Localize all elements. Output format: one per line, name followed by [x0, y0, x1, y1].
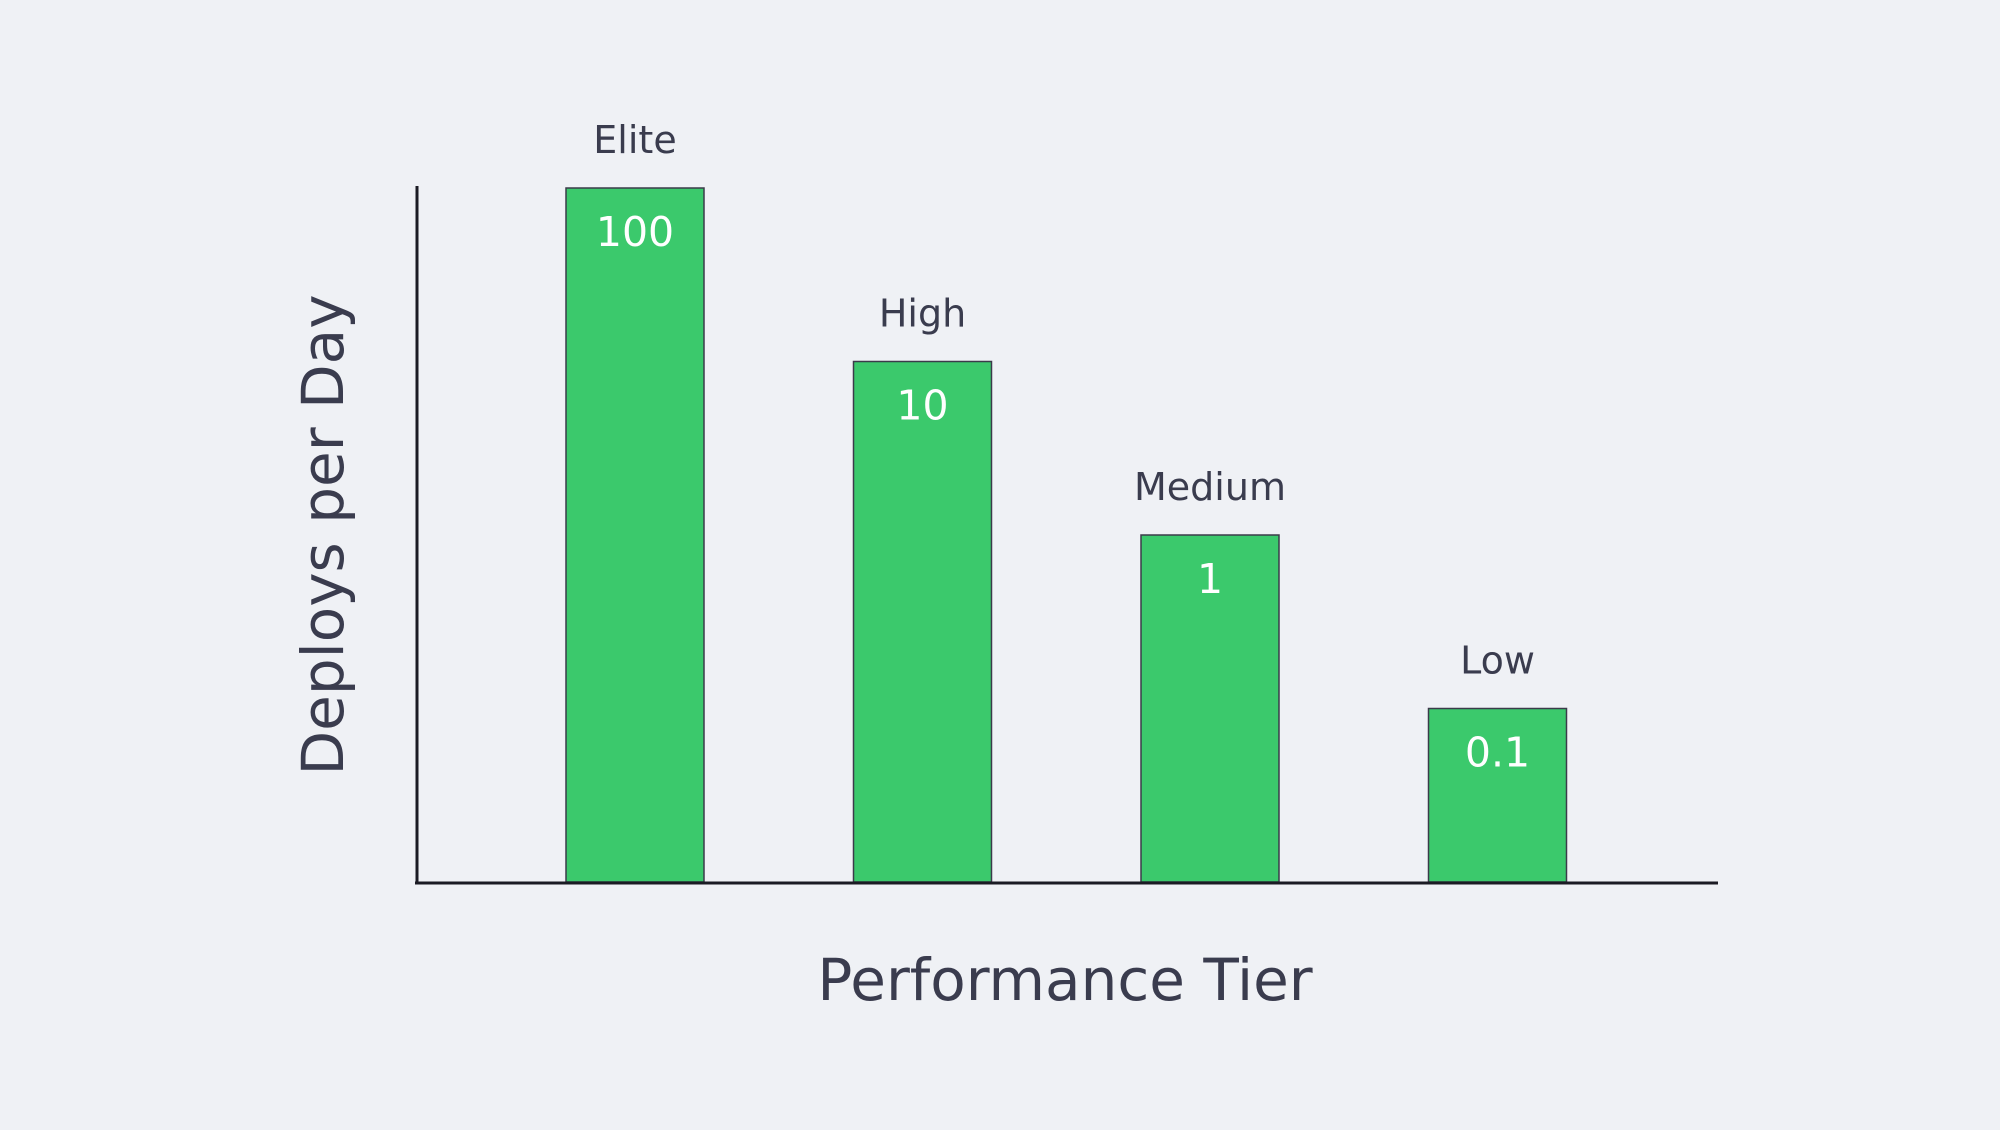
- category-label-elite: Elite: [593, 118, 676, 162]
- category-label-high: High: [879, 292, 966, 336]
- bar-high: [852, 360, 993, 883]
- labels-layer: Elite 100 High 10 Medium 1 Low 0.1: [593, 118, 1535, 777]
- value-label-high: 10: [896, 382, 948, 430]
- value-label-elite: 100: [596, 208, 674, 256]
- bar-elite: [565, 187, 705, 883]
- value-label-medium: 1: [1197, 555, 1223, 603]
- y-axis-title: Deploys per Day: [289, 294, 357, 775]
- value-label-low: 0.1: [1465, 729, 1530, 777]
- bars-layer: [565, 187, 1568, 883]
- x-axis-title: Performance Tier: [817, 946, 1312, 1014]
- category-label-low: Low: [1460, 639, 1535, 683]
- bar-low: [1427, 707, 1568, 883]
- category-label-medium: Medium: [1134, 465, 1286, 509]
- bar-medium: [1140, 534, 1280, 883]
